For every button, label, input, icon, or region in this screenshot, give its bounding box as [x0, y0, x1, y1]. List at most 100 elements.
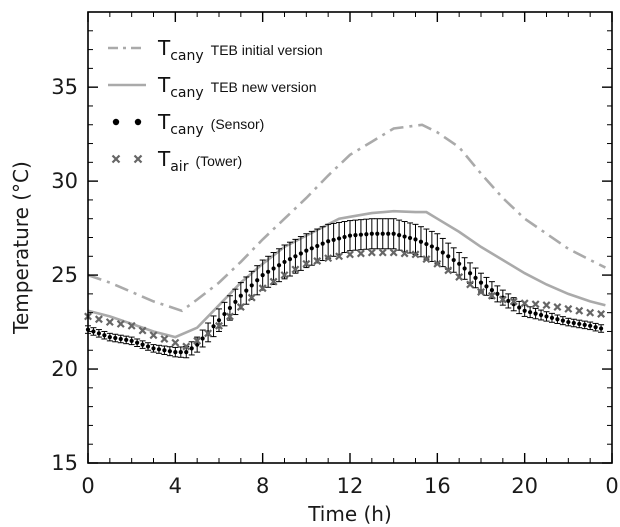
legend-subscript: air	[170, 159, 188, 175]
sensor-point	[336, 236, 342, 241]
tower-point	[346, 250, 354, 259]
sensor-point	[577, 321, 582, 327]
tower-point	[127, 321, 136, 330]
sensor-point	[304, 248, 309, 253]
legend-main: T	[157, 73, 171, 97]
series-line-teb-initial	[87, 123, 606, 313]
y-axis-title: Temperature (°C)	[9, 161, 33, 335]
sensor-point	[129, 338, 134, 343]
tower-point	[400, 249, 409, 258]
series-1	[87, 209, 606, 339]
tower-point	[389, 248, 398, 257]
sensor-point	[195, 342, 200, 347]
tower-point	[356, 249, 365, 258]
sensor-point	[424, 241, 429, 247]
sensor-point	[484, 284, 489, 289]
legend-symbol-dot	[134, 118, 142, 126]
tower-point	[498, 295, 507, 304]
legend-symbol-x	[133, 154, 143, 164]
sensor-point	[457, 261, 462, 266]
x-mark-stroke	[105, 318, 114, 327]
x-mark-stroke	[487, 291, 496, 300]
tower-point	[302, 259, 311, 268]
legend-symbol-x	[111, 154, 121, 164]
sensor-point	[446, 254, 451, 259]
tower-point	[509, 297, 518, 306]
sensor-point	[353, 233, 358, 238]
tower-point	[138, 326, 147, 335]
tower-point	[564, 304, 573, 313]
x-mark-stroke	[182, 342, 191, 351]
tower-point	[291, 265, 300, 274]
sensor-point	[407, 235, 413, 241]
legend-symbol-dot	[112, 118, 120, 126]
legend-description: TEB new version	[211, 79, 317, 95]
tower-point	[335, 252, 344, 261]
sensor-point	[200, 336, 205, 341]
sensor-point	[495, 291, 500, 296]
x-mark-stroke	[444, 266, 453, 275]
sensor-point	[271, 266, 276, 271]
x-axis-title: Time (h)	[307, 502, 392, 526]
sensor-point	[364, 232, 369, 237]
x-tick-label: 12	[337, 474, 364, 498]
x-mark-stroke	[597, 310, 606, 318]
sensor-point	[124, 337, 129, 343]
x-mark-stroke	[149, 331, 158, 340]
tower-point	[280, 271, 289, 280]
series-3	[84, 248, 606, 351]
sensor-point	[593, 325, 598, 330]
tower-point	[455, 272, 464, 281]
sensor-point	[391, 231, 396, 236]
sensor-point	[102, 333, 107, 338]
tower-point	[149, 331, 158, 340]
tower-point	[225, 312, 234, 321]
legend-subscript: cany	[170, 85, 203, 101]
x-mark-stroke	[225, 312, 234, 321]
tower-point	[105, 318, 114, 327]
tower-point	[94, 315, 103, 324]
legend-label: Tcany TEB initial version	[157, 36, 323, 64]
sensor-point	[260, 272, 265, 278]
x-mark-stroke	[280, 271, 289, 280]
y-tick-label: 15	[51, 451, 78, 475]
x-mark-stroke	[215, 321, 223, 330]
x-mark-stroke	[127, 321, 136, 330]
tower-point	[586, 308, 595, 317]
legend-item-2: Tcany (Sensor)	[112, 110, 264, 138]
x-tick-label: 0	[81, 474, 94, 498]
tower-point	[367, 248, 376, 257]
sensor-point	[320, 241, 325, 246]
x-mark-stroke	[193, 336, 202, 345]
x-mark-stroke	[520, 299, 529, 308]
sensor-point	[342, 234, 347, 240]
legend-main: T	[157, 36, 171, 60]
sensor-point	[506, 298, 511, 304]
tower-point	[542, 301, 551, 310]
sensor-point	[451, 257, 456, 263]
sensor-point	[178, 350, 183, 355]
x-tick-label: 8	[256, 474, 269, 498]
sensor-point	[588, 323, 593, 328]
x-mark-stroke	[324, 254, 333, 263]
tower-point	[444, 266, 453, 275]
series-2	[85, 218, 605, 359]
sensor-point	[135, 340, 140, 345]
x-mark-stroke	[466, 280, 475, 289]
sensor-point	[533, 311, 538, 316]
sensor-point	[244, 288, 249, 293]
tower-point	[269, 277, 278, 286]
x-mark-stroke	[389, 248, 398, 257]
tower-point	[193, 336, 202, 345]
legend-item-3: Tair (Tower)	[111, 147, 242, 175]
sensor-point	[467, 271, 473, 276]
tower-point	[215, 321, 223, 330]
tower-point	[466, 280, 475, 289]
x-tick-label: 4	[169, 474, 182, 498]
x-mark-stroke	[575, 306, 584, 315]
y-tick-label: 20	[51, 357, 78, 381]
sensor-point	[91, 329, 96, 334]
x-mark-stroke	[400, 249, 409, 258]
legend-subscript: cany	[170, 122, 203, 138]
